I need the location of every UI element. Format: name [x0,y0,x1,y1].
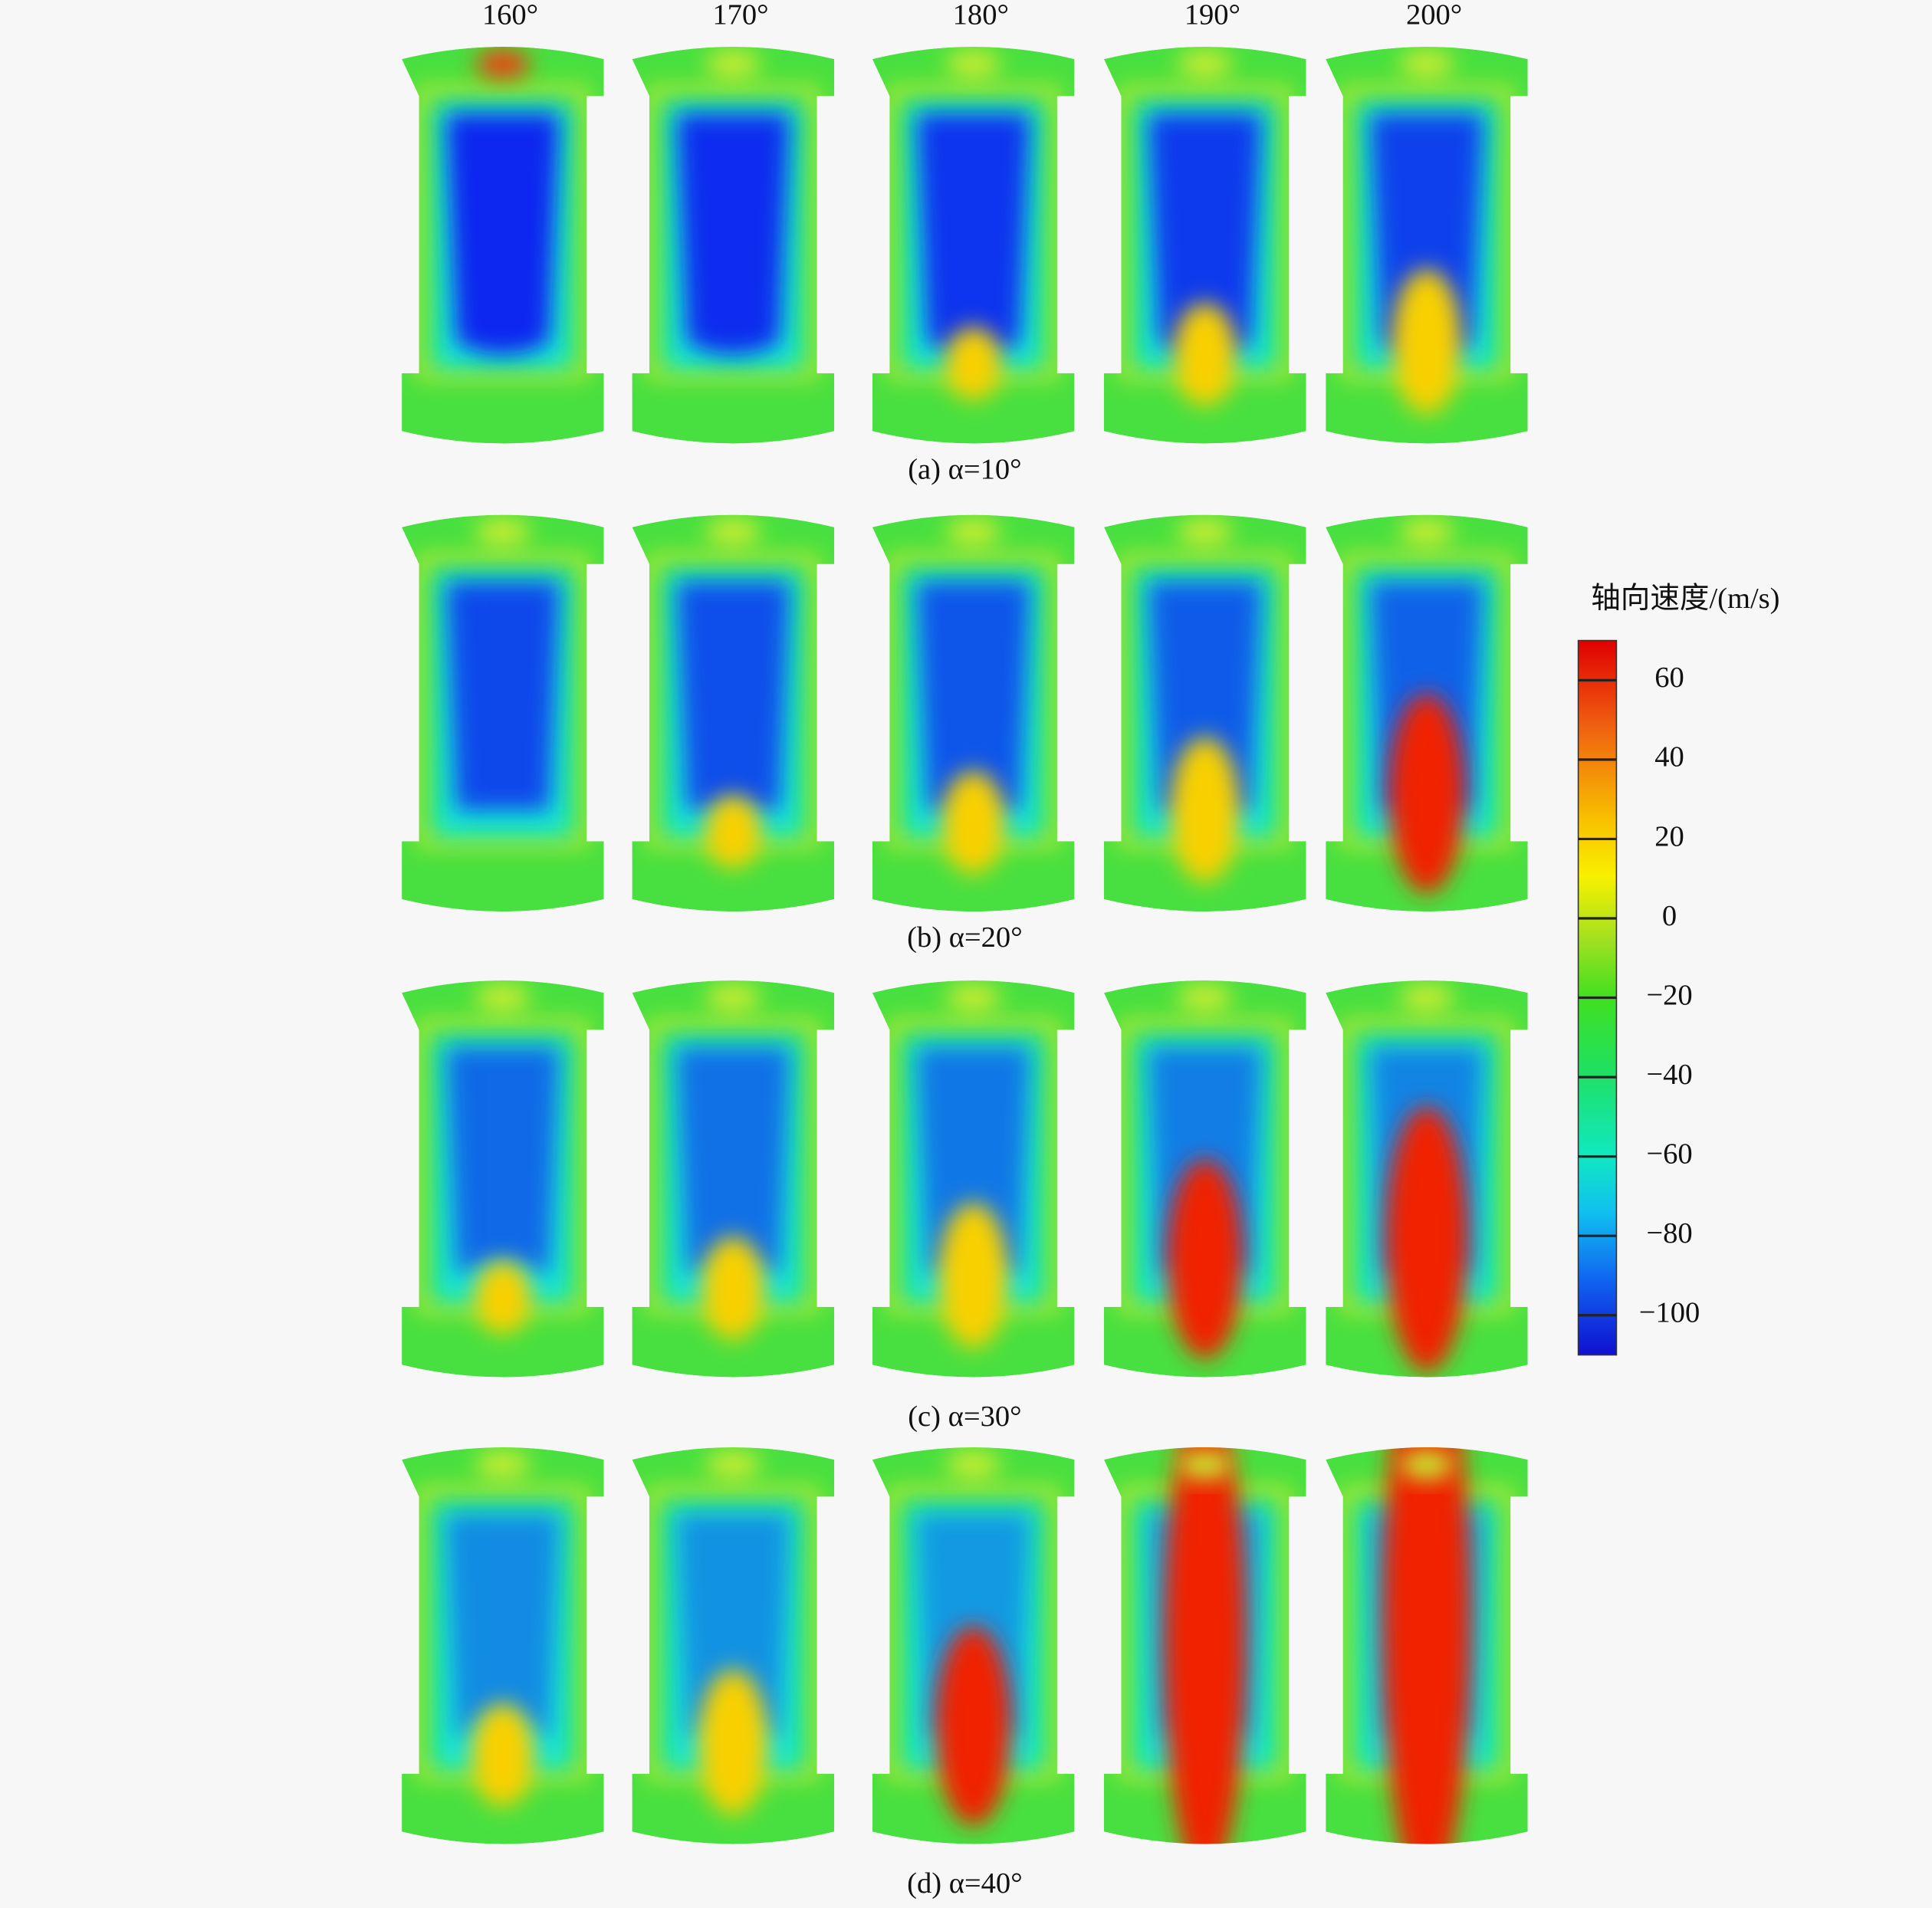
row-caption: (b) α=20° [907,921,1022,954]
contour-panel [402,1447,604,1844]
top-spot [1178,517,1233,547]
hot-zone [1173,302,1237,406]
contour-panel [402,514,604,912]
core-zone [676,1046,790,1276]
column-label: 180° [953,0,1009,31]
top-spot [475,983,531,1013]
row-caption: (a) α=10° [908,453,1021,485]
top-spot [475,49,531,79]
hot-zone [698,1669,768,1815]
top-spot [475,1450,531,1479]
colorbar-tick-label: 40 [1654,741,1684,773]
core-zone [676,113,790,355]
contour-panel [872,514,1075,912]
top-spot [705,517,761,547]
top-spot [946,517,1001,547]
hot-zone [474,1260,532,1335]
contour-panel [872,980,1075,1378]
hot-zone [935,1626,1012,1827]
core-zone [1370,113,1484,355]
column-label: 170° [712,0,768,31]
hot-zone [1167,1159,1244,1360]
contour-panel [872,47,1075,444]
top-spot [1399,517,1454,547]
hot-zone [1170,737,1240,883]
column-label: 190° [1184,0,1240,31]
colorbar-title: 轴向速度/(m/s) [1591,582,1779,615]
core-zone [445,1046,560,1276]
contour-panel [402,47,604,444]
top-spot [1178,983,1233,1013]
hot-zone [938,1202,1009,1348]
contour-panel [1326,1447,1528,1844]
contour-panel [632,514,835,912]
core-zone [1148,113,1262,355]
contour-panel [1103,1447,1306,1844]
colorbar-tick-label: −80 [1646,1217,1692,1250]
contour-panel [1103,514,1306,912]
colorbar-tick-label: 20 [1654,820,1684,852]
hot-zone [471,1703,535,1807]
hot-zone [1392,268,1462,415]
column-label: 200° [1406,0,1462,31]
core-zone [445,581,560,811]
top-spot [1399,1450,1454,1479]
contour-panel [632,47,835,444]
hot-zone [945,327,1002,401]
core-zone [676,581,790,811]
colorbar-tick-label: 60 [1654,662,1684,694]
top-spot [1178,49,1233,79]
hot-zone [701,1236,765,1340]
top-spot [1399,983,1454,1013]
core-zone [676,1513,790,1743]
contour-panel [1326,980,1528,1378]
top-spot [946,983,1001,1013]
row-caption: (c) α=30° [908,1401,1021,1433]
top-spot [1399,49,1454,79]
hot-zone [705,794,762,869]
core-zone [916,1046,1030,1276]
hot-zone [941,770,1005,875]
top-spot [475,517,531,547]
top-spot [705,1450,761,1479]
core-zone [916,113,1030,355]
hot-zone [1385,1105,1468,1373]
top-spot [946,49,1001,79]
core-zone [1148,581,1262,811]
core-zone [916,581,1030,811]
contour-panel [1103,980,1306,1378]
row-caption: (d) α=40° [907,1867,1022,1900]
top-spot [946,1450,1001,1479]
contour-panel [632,980,835,1378]
hot-zone [1164,1447,1247,1844]
colorbar-tick-label: −60 [1646,1138,1692,1170]
core-zone [445,113,560,355]
contour-panel [1103,47,1306,444]
contour-panel [1326,514,1528,912]
contour-panel [402,980,604,1378]
colorbar-tick-label: −40 [1646,1059,1692,1091]
colorbar-tick-label: −100 [1639,1297,1700,1329]
colorbar-tick-label: −20 [1646,979,1692,1011]
contour-panel [632,1447,835,1844]
contour-panel [1326,47,1528,444]
hot-zone [1388,693,1465,894]
hot-zone [1382,1447,1471,1844]
colorbar-tick-label: 0 [1662,900,1677,932]
column-label: 160° [482,0,538,31]
top-spot [1178,1450,1233,1479]
top-spot [705,983,761,1013]
contour-panel [872,1447,1075,1844]
top-spot [705,49,761,79]
core-zone [445,1513,560,1743]
